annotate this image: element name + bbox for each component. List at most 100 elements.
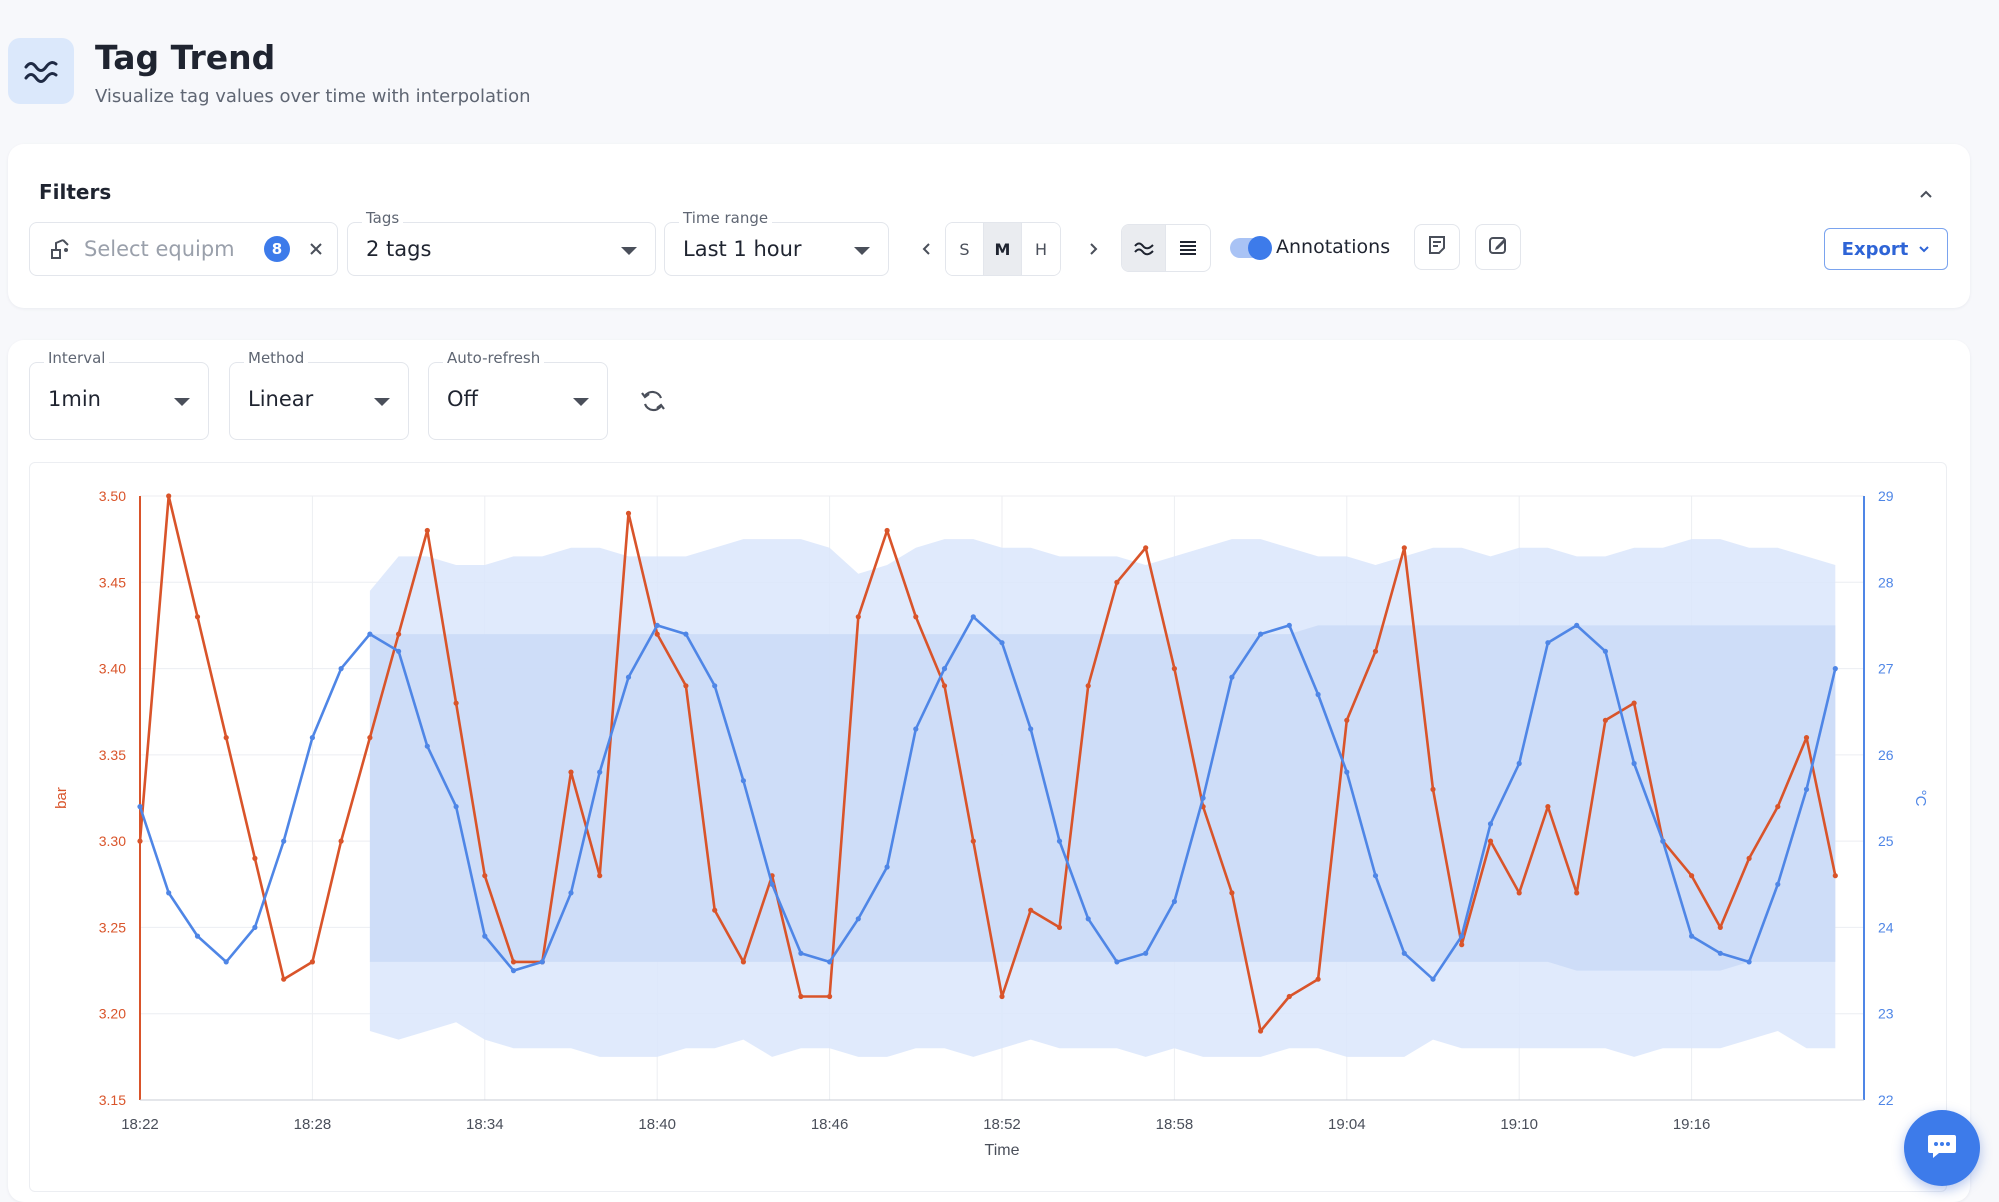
pressure-point	[338, 838, 344, 844]
pressure-point	[1459, 942, 1465, 948]
y-right-tick-label: 23	[1878, 1006, 1894, 1022]
granularity-hours[interactable]: H	[1022, 223, 1060, 275]
x-tick-label: 18:40	[638, 1116, 676, 1133]
pressure-point	[1689, 873, 1695, 879]
pressure-point	[309, 959, 315, 965]
chart-card: Interval 1min Method Linear Auto-refresh…	[8, 340, 1970, 1202]
temperature-point	[1171, 898, 1177, 905]
granularity-seconds[interactable]: S	[946, 223, 984, 275]
temperature-point	[539, 959, 545, 965]
pressure-point	[223, 735, 229, 741]
pressure-point	[137, 838, 143, 844]
time-range-select[interactable]: Time range Last 1 hour	[664, 209, 889, 276]
caret-down-icon	[621, 247, 637, 255]
export-button[interactable]: Export	[1824, 228, 1948, 270]
y-left-axis-label: bar	[53, 787, 70, 809]
tags-label: Tags	[362, 209, 404, 227]
method-select[interactable]: Method Linear	[229, 349, 409, 440]
refresh-icon[interactable]	[636, 384, 670, 418]
pressure-point	[884, 527, 890, 534]
y-left-tick-label: 3.20	[99, 1006, 126, 1022]
temperature-point	[1516, 760, 1522, 767]
trend-chart[interactable]: 3.50 3.45 3.40 3.35 3.30 3.25 3.20 3.15 29 28 27 26…	[30, 463, 1948, 1193]
pressure-point	[625, 510, 632, 516]
temperature-point	[1372, 873, 1379, 879]
add-annotation-button[interactable]	[1475, 224, 1521, 270]
temperature-point	[1114, 959, 1120, 965]
edit-icon	[1487, 234, 1509, 260]
tags-select[interactable]: Tags 2 tags	[347, 209, 656, 276]
x-tick-label: 18:58	[1156, 1116, 1194, 1133]
equipment-select[interactable]: Select equipm 8	[29, 222, 338, 276]
y-left-tick-label: 3.40	[99, 661, 126, 677]
pressure-point	[1114, 579, 1120, 585]
pressure-point	[1143, 545, 1149, 551]
x-tick-label: 18:52	[983, 1116, 1021, 1133]
export-label: Export	[1841, 238, 1909, 260]
temperature-point	[1574, 622, 1580, 628]
filters-title: Filters	[39, 180, 112, 204]
y-right-tick-label: 29	[1878, 488, 1894, 504]
pressure-point	[1056, 924, 1063, 930]
chevron-left-icon[interactable]	[913, 235, 941, 263]
pressure-point	[855, 614, 861, 620]
pressure-point	[194, 614, 201, 620]
annotations-toggle[interactable]	[1230, 236, 1272, 260]
auto-refresh-select[interactable]: Auto-refresh Off	[428, 349, 608, 440]
pressure-point	[798, 993, 804, 1000]
temperature-point	[827, 959, 833, 965]
pressure-point	[1229, 890, 1235, 896]
interval-select[interactable]: Interval 1min	[29, 349, 209, 440]
pressure-point	[941, 683, 948, 689]
chat-button[interactable]	[1904, 1110, 1980, 1186]
pressure-point	[1171, 666, 1177, 672]
interval-value: 1min	[48, 387, 101, 411]
y-right-tick-label: 27	[1878, 661, 1894, 677]
temperature-point	[1689, 933, 1695, 939]
pressure-point	[1401, 545, 1407, 551]
temperature-point	[1085, 916, 1091, 922]
caret-down-icon	[854, 247, 870, 255]
equipment-icon	[48, 237, 72, 261]
equipment-placeholder: Select equipm	[84, 237, 234, 261]
pressure-point	[1430, 786, 1436, 792]
granularity-toggle: S M H	[945, 222, 1061, 276]
close-icon[interactable]	[305, 238, 327, 260]
annotation-list-button[interactable]	[1414, 224, 1460, 270]
temperature-point	[309, 735, 315, 741]
y-right-tick-label: 25	[1878, 833, 1894, 849]
chart-view-icon[interactable]	[1122, 225, 1166, 271]
y-left-tick-label: 3.50	[99, 488, 126, 504]
caret-down-icon	[174, 398, 190, 406]
pressure-point	[166, 493, 172, 499]
temperature-point	[654, 622, 660, 628]
pressure-point	[1545, 804, 1551, 810]
temperature-point	[1430, 976, 1436, 982]
temperature-point	[1602, 648, 1608, 654]
x-axis-label: Time	[985, 1142, 1020, 1159]
time-range-value: Last 1 hour	[683, 237, 802, 261]
pressure-point	[913, 614, 919, 620]
chat-icon	[1925, 1131, 1959, 1165]
pressure-point	[1372, 648, 1379, 654]
time-range-label: Time range	[679, 209, 773, 227]
y-left-tick-label: 3.45	[99, 574, 126, 590]
auto-refresh-label: Auto-refresh	[443, 349, 545, 367]
table-view-icon[interactable]	[1166, 225, 1210, 271]
auto-refresh-value: Off	[447, 387, 478, 411]
temperature-point	[1459, 933, 1465, 939]
temperature-point	[970, 614, 976, 620]
method-label: Method	[244, 349, 309, 367]
pressure-point	[453, 700, 459, 706]
pressure-point	[1487, 838, 1494, 844]
pressure-point	[1344, 717, 1350, 723]
pressure-series-line	[138, 494, 1837, 1033]
chevron-up-icon[interactable]	[1916, 184, 1936, 204]
pressure-point	[827, 993, 833, 1000]
pressure-point	[654, 631, 660, 637]
granularity-minutes[interactable]: M	[984, 223, 1022, 275]
temperature-point	[1258, 631, 1264, 637]
chevron-right-icon[interactable]	[1079, 235, 1107, 263]
tags-value: 2 tags	[366, 237, 432, 261]
pressure-point	[1028, 907, 1034, 913]
